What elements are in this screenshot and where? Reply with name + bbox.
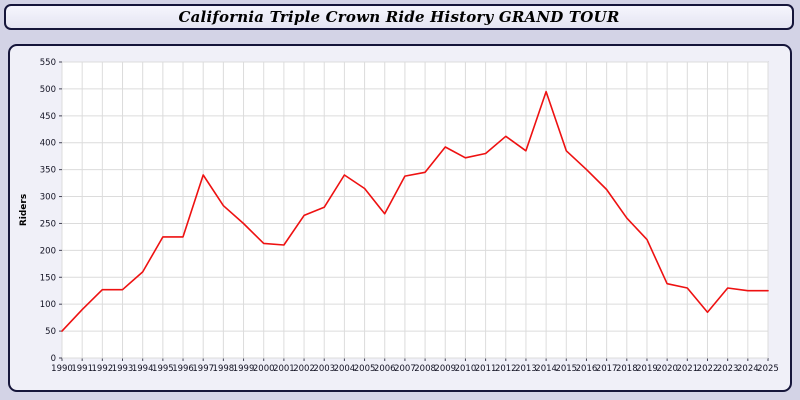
svg-text:500: 500 bbox=[40, 85, 56, 95]
svg-text:2014: 2014 bbox=[535, 364, 557, 374]
svg-text:2007: 2007 bbox=[394, 364, 416, 374]
svg-text:Riders: Riders bbox=[19, 194, 29, 226]
chart-wrap: 1990 1991 1992 1993 1994 1995 1996 1997 1998 1999… bbox=[16, 52, 784, 388]
chart-panel: 1990 1991 1992 1993 1994 1995 1996 1997 1998 1999… bbox=[8, 44, 792, 392]
svg-text:2001: 2001 bbox=[273, 364, 295, 374]
page-title: California Triple Crown Ride History GRA… bbox=[178, 8, 620, 26]
svg-text:2003: 2003 bbox=[313, 364, 335, 374]
svg-text:2020: 2020 bbox=[656, 364, 678, 374]
svg-text:2025: 2025 bbox=[757, 364, 779, 374]
svg-text:1999: 1999 bbox=[233, 364, 255, 374]
svg-text:300: 300 bbox=[40, 193, 56, 203]
svg-text:350: 350 bbox=[40, 166, 56, 176]
svg-text:1992: 1992 bbox=[92, 364, 114, 374]
svg-text:150: 150 bbox=[40, 273, 56, 283]
svg-text:2013: 2013 bbox=[515, 364, 537, 374]
svg-text:2018: 2018 bbox=[616, 364, 638, 374]
svg-text:450: 450 bbox=[40, 112, 56, 122]
svg-text:2002: 2002 bbox=[293, 364, 315, 374]
svg-text:1995: 1995 bbox=[152, 364, 174, 374]
svg-text:2012: 2012 bbox=[495, 364, 517, 374]
ride-history-line-chart: 1990199119921993199419951996199719981999… bbox=[19, 58, 779, 374]
svg-text:2010: 2010 bbox=[455, 364, 477, 374]
svg-text:550: 550 bbox=[40, 58, 56, 68]
svg-text:1991: 1991 bbox=[71, 364, 93, 374]
svg-text:2019: 2019 bbox=[636, 364, 658, 374]
svg-text:1997: 1997 bbox=[192, 364, 214, 374]
svg-text:2000: 2000 bbox=[253, 364, 275, 374]
svg-text:100: 100 bbox=[40, 300, 56, 310]
svg-text:2005: 2005 bbox=[354, 364, 376, 374]
svg-text:0: 0 bbox=[51, 354, 56, 364]
svg-text:250: 250 bbox=[40, 219, 56, 229]
svg-text:2015: 2015 bbox=[555, 364, 577, 374]
svg-text:2008: 2008 bbox=[414, 364, 436, 374]
svg-text:2023: 2023 bbox=[717, 364, 739, 374]
svg-text:1993: 1993 bbox=[112, 364, 134, 374]
svg-text:2024: 2024 bbox=[737, 364, 759, 374]
svg-text:200: 200 bbox=[40, 246, 56, 256]
svg-text:1996: 1996 bbox=[172, 364, 194, 374]
svg-text:2021: 2021 bbox=[676, 364, 698, 374]
svg-text:2004: 2004 bbox=[334, 364, 356, 374]
svg-text:1990: 1990 bbox=[51, 364, 73, 374]
title-bar: California Triple Crown Ride History GRA… bbox=[4, 4, 794, 30]
svg-text:400: 400 bbox=[40, 139, 56, 149]
svg-text:2017: 2017 bbox=[596, 364, 618, 374]
svg-text:2016: 2016 bbox=[576, 364, 598, 374]
svg-text:1994: 1994 bbox=[132, 364, 154, 374]
svg-text:2011: 2011 bbox=[475, 364, 497, 374]
svg-text:2022: 2022 bbox=[697, 364, 719, 374]
svg-text:1998: 1998 bbox=[213, 364, 235, 374]
svg-text:50: 50 bbox=[45, 327, 56, 337]
svg-text:2006: 2006 bbox=[374, 364, 396, 374]
svg-text:2009: 2009 bbox=[434, 364, 456, 374]
